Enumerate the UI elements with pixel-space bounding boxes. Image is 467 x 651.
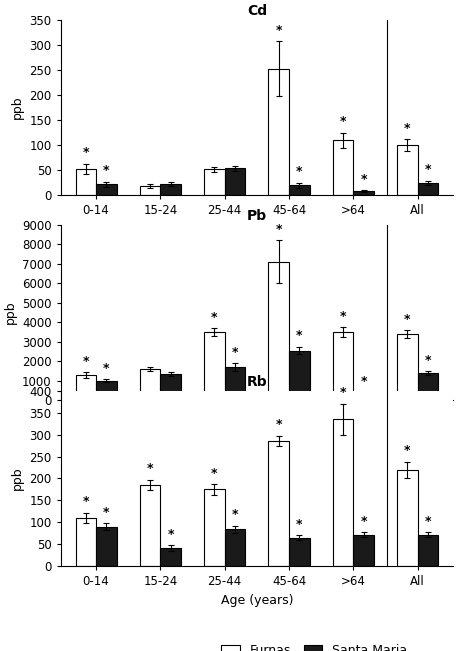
Bar (269, 441, 289, 566)
Legend: Furnas, Santa Maria: Furnas, Santa Maria (216, 639, 412, 651)
Text: *: * (211, 467, 218, 480)
Bar (160, 548, 181, 566)
Text: *: * (340, 115, 346, 128)
Text: *: * (232, 346, 238, 359)
Y-axis label: ppb: ppb (11, 467, 24, 490)
Bar (160, 374, 181, 400)
Bar (96, 381, 117, 400)
Title: Pb: Pb (247, 210, 267, 223)
Bar (354, 393, 374, 400)
Bar (140, 485, 160, 566)
Text: *: * (83, 146, 89, 159)
Bar (417, 183, 438, 195)
Bar (204, 490, 225, 566)
Text: *: * (340, 387, 346, 399)
Bar (76, 169, 96, 195)
Bar (225, 168, 245, 195)
Text: *: * (211, 311, 218, 324)
Text: *: * (83, 355, 89, 368)
Bar (269, 262, 289, 400)
Text: *: * (276, 419, 282, 432)
Bar (333, 140, 354, 195)
Bar (333, 419, 354, 566)
Bar (397, 334, 417, 400)
Title: Rb: Rb (247, 376, 267, 389)
Bar (76, 518, 96, 566)
Text: *: * (103, 362, 110, 375)
Text: *: * (361, 173, 367, 186)
Bar (204, 332, 225, 400)
Bar (140, 186, 160, 195)
Text: *: * (404, 122, 410, 135)
Bar (397, 469, 417, 566)
Bar (417, 534, 438, 566)
Text: *: * (296, 518, 303, 531)
Text: *: * (103, 506, 110, 519)
Bar (225, 529, 245, 566)
Bar (289, 350, 310, 400)
Bar (289, 538, 310, 566)
Text: *: * (147, 462, 153, 475)
Text: *: * (425, 515, 431, 528)
Y-axis label: ppb: ppb (3, 301, 16, 324)
Text: *: * (103, 164, 110, 177)
Bar (354, 534, 374, 566)
Bar (96, 527, 117, 566)
Bar (140, 369, 160, 400)
Text: *: * (404, 445, 410, 458)
Bar (96, 184, 117, 195)
Bar (269, 69, 289, 195)
Text: *: * (404, 312, 410, 326)
Text: *: * (232, 508, 238, 521)
Text: *: * (296, 329, 303, 342)
Bar (160, 184, 181, 195)
Text: *: * (361, 374, 367, 387)
Text: *: * (276, 223, 282, 236)
Text: *: * (83, 495, 89, 508)
Bar (76, 375, 96, 400)
Bar (397, 145, 417, 195)
Bar (225, 367, 245, 400)
Title: Cd: Cd (247, 5, 267, 18)
Text: *: * (425, 163, 431, 176)
Bar (333, 332, 354, 400)
Text: *: * (168, 528, 174, 541)
Bar (289, 186, 310, 195)
Text: *: * (296, 165, 303, 178)
Text: *: * (340, 310, 346, 323)
Y-axis label: ppb: ppb (11, 96, 24, 119)
Bar (417, 373, 438, 400)
Text: *: * (361, 515, 367, 528)
X-axis label: Age (years): Age (years) (220, 594, 293, 607)
Bar (354, 191, 374, 195)
Bar (204, 169, 225, 195)
Text: *: * (276, 23, 282, 36)
Text: *: * (425, 353, 431, 367)
